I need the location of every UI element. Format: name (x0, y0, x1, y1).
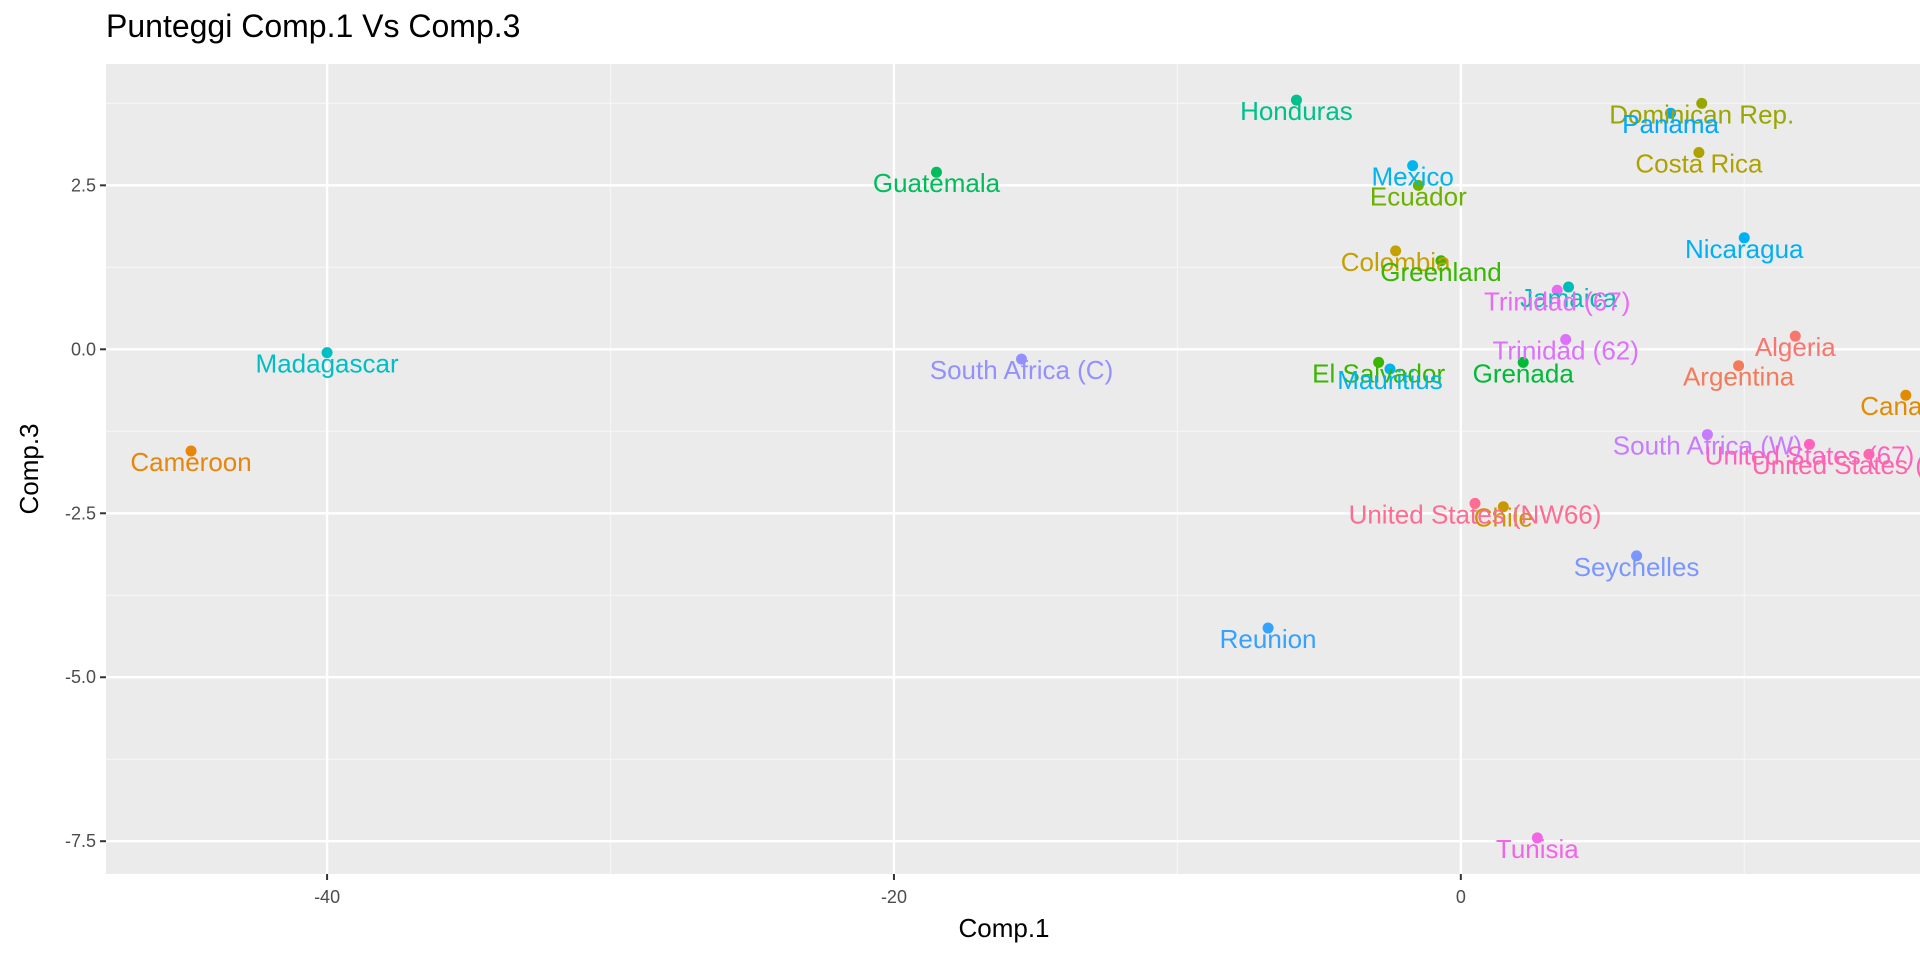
data-point (1738, 232, 1750, 244)
point-label: Tunisia (1496, 834, 1579, 864)
point-label: Dominican Rep. (1609, 99, 1794, 129)
point-label: Madagascar (256, 349, 399, 379)
data-point (1469, 497, 1481, 509)
point-label: Trinidad (67) (1484, 286, 1630, 316)
point-label: Algeria (1755, 332, 1836, 362)
data-point (185, 445, 197, 457)
x-tick-label: -40 (314, 887, 340, 907)
axis-ticks (100, 184, 1462, 880)
data-point (1560, 333, 1572, 345)
data-point (1016, 353, 1028, 365)
data-point (1631, 550, 1643, 562)
data-point (1262, 622, 1274, 634)
point-label: El Salvador (1312, 358, 1445, 388)
point-label: Jamaica (1520, 283, 1617, 313)
data-point (1384, 363, 1396, 375)
point-label: Trinidad (62) (1492, 335, 1638, 365)
point-label: Reunion (1220, 624, 1317, 654)
data-point (1789, 330, 1801, 342)
data-point (1412, 179, 1424, 191)
data-point (1435, 255, 1447, 267)
y-axis-title: Comp.3 (14, 423, 44, 514)
point-label: Canada (1860, 391, 1920, 421)
grid-major (106, 64, 1920, 874)
data-point (1701, 429, 1713, 441)
point-label: Panama (1622, 109, 1719, 139)
grid-minor (106, 64, 1920, 874)
y-tick-labels: 2.5 0.0 -2.5 -5.0 -7.5 (65, 175, 96, 851)
point-label: Chile (1474, 503, 1533, 533)
y-tick-label: -7.5 (65, 831, 96, 851)
data-point (1390, 245, 1402, 257)
chart-title: Punteggi Comp.1 Vs Comp.3 (106, 8, 521, 44)
point-label: Costa Rica (1635, 149, 1763, 179)
data-point (1563, 281, 1575, 293)
data-point (1803, 438, 1815, 450)
point-label: South Africa (W) (1613, 431, 1802, 461)
x-tick-label: -20 (881, 887, 907, 907)
x-axis-title: Comp.1 (958, 913, 1049, 943)
plot-panel (106, 64, 1920, 874)
data-point (1863, 448, 1875, 460)
data-point (1290, 94, 1302, 106)
point-label: Mexico (1371, 162, 1453, 192)
y-tick-label: -5.0 (65, 667, 96, 687)
point-label: Ecuador (1370, 181, 1467, 211)
data-point (1900, 389, 1912, 401)
point-label: Honduras (1240, 96, 1353, 126)
data-point (1696, 97, 1708, 109)
x-tick-label: 0 (1456, 887, 1466, 907)
data-point (930, 166, 942, 178)
point-label: United States (67) (1705, 440, 1915, 470)
point-label: Nicaragua (1685, 234, 1804, 264)
data-point (1693, 147, 1705, 159)
data-point (1497, 501, 1509, 513)
y-tick-label: 2.5 (71, 175, 96, 195)
point-label: Colombia (1341, 247, 1451, 277)
points-layer (185, 94, 1912, 844)
point-label: United States (W66) (1752, 450, 1920, 480)
data-point (1407, 160, 1419, 172)
data-point (1517, 356, 1529, 368)
y-tick-label: 0.0 (71, 339, 96, 359)
data-point (321, 347, 333, 359)
data-point (1551, 284, 1563, 296)
data-point (1665, 107, 1677, 119)
x-tick-labels: -40 -20 0 (314, 887, 1466, 907)
y-tick-label: -2.5 (65, 503, 96, 523)
data-point (1373, 356, 1385, 368)
data-point (1733, 360, 1745, 372)
point-label: Cameroon (130, 447, 251, 477)
point-label: United States (NW66) (1349, 499, 1602, 529)
point-label: Guatemala (873, 168, 1001, 198)
point-label: Greenland (1380, 257, 1501, 287)
point-label: Seychelles (1574, 552, 1700, 582)
point-label: Mauritius (1337, 365, 1442, 395)
data-point (1531, 832, 1543, 844)
point-label: Grenada (1473, 358, 1575, 388)
point-label: South Africa (C) (930, 355, 1114, 385)
point-label: Argentina (1683, 362, 1795, 392)
